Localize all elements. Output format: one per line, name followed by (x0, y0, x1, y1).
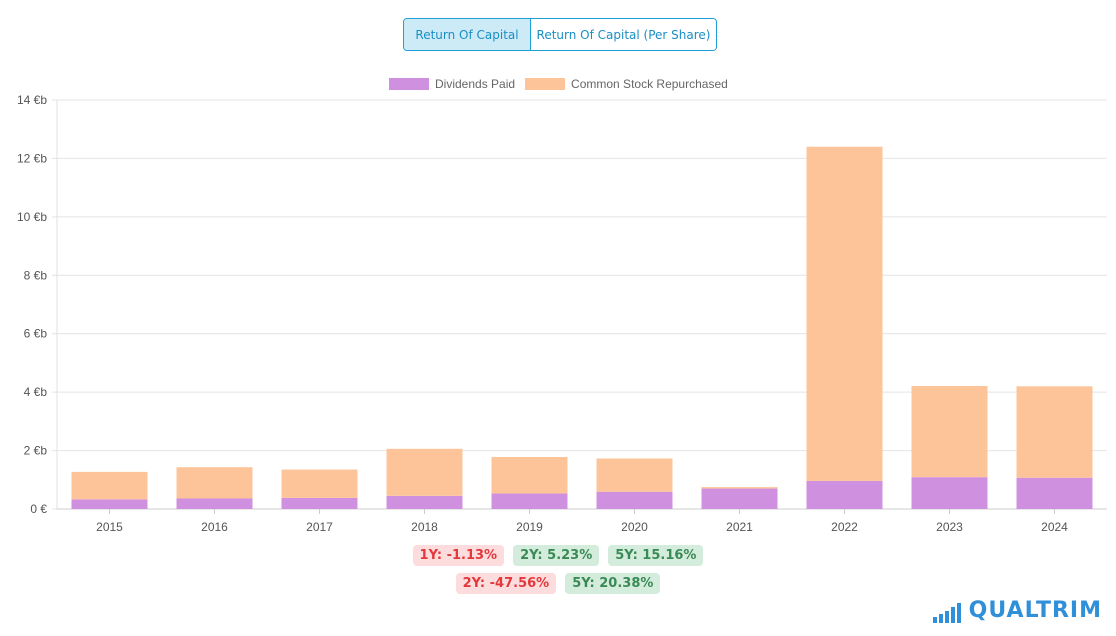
growth-badge-dividends-5y: 5Y: 15.16% (608, 545, 704, 566)
bar-dividends-2022 (806, 480, 883, 509)
y-tick-label: 4 €b (24, 385, 48, 399)
stacked-bar-chart: 0 € 2 €b 4 €b 6 €b 8 €b 10 €b 12 €b 14 €b 2015 20… (17, 77, 1107, 534)
growth-badge-dividends-2y: 2Y: 5.23% (513, 545, 600, 566)
tab-return-of-capital-per-share[interactable]: Return Of Capital (Per Share) (530, 19, 716, 50)
bar-chart-logo-icon (932, 603, 961, 623)
x-tick-label: 2020 (621, 520, 648, 534)
y-tick-label: 10 €b (17, 210, 47, 224)
chart-tabs: Return Of Capital Return Of Capital (Per… (403, 18, 717, 51)
bar-dividends-2015 (71, 499, 148, 509)
bar-repurchased-2020 (596, 458, 673, 492)
x-tick-label: 2018 (411, 520, 438, 534)
bar-repurchased-2023 (911, 386, 988, 478)
y-tick-label: 14 €b (17, 93, 47, 107)
tab-return-of-capital[interactable]: Return Of Capital (404, 19, 530, 50)
x-tick-label: 2016 (201, 520, 228, 534)
bar-dividends-2017 (281, 497, 358, 509)
legend-label-repurchased: Common Stock Repurchased (571, 77, 728, 91)
x-tick-label: 2023 (936, 520, 963, 534)
qualtrim-logo: QUALTRIM (932, 598, 1102, 623)
legend-label-dividends: Dividends Paid (435, 77, 515, 91)
bar-dividends-2024 (1016, 477, 1093, 509)
bar-repurchased-2018 (386, 448, 463, 496)
bar-repurchased-2015 (71, 471, 148, 500)
x-tick-label: 2022 (831, 520, 858, 534)
bar-repurchased-2017 (281, 469, 358, 498)
bar-repurchased-2022 (806, 146, 883, 481)
brand-name: QUALTRIM (968, 598, 1102, 623)
legend-swatch-dividends (389, 78, 429, 90)
bar-dividends-2019 (491, 493, 568, 509)
growth-row-dividends: 1Y: -1.13% 2Y: 5.23% 5Y: 15.16% (0, 545, 1116, 566)
bar-dividends-2021 (701, 488, 778, 509)
y-tick-label: 8 €b (24, 268, 48, 282)
bar-dividends-2023 (911, 477, 988, 509)
bar-repurchased-2016 (176, 467, 253, 499)
y-tick-label: 2 €b (24, 444, 48, 458)
x-tick-label: 2024 (1041, 520, 1068, 534)
y-tick-label: 12 €b (17, 151, 47, 165)
x-tick-label: 2019 (516, 520, 543, 534)
bar-dividends-2016 (176, 498, 253, 509)
y-tick-label: 6 €b (24, 327, 48, 341)
bar-repurchased-2019 (491, 456, 568, 494)
growth-badge-dividends-1y: 1Y: -1.13% (412, 545, 505, 566)
x-tick-label: 2017 (306, 520, 333, 534)
x-tick-label: 2015 (96, 520, 123, 534)
y-tick-label: 0 € (30, 502, 47, 516)
growth-row-repurchases: 2Y: -47.56% 5Y: 20.38% (0, 573, 1116, 594)
legend-swatch-repurchased (525, 78, 566, 90)
growth-badge-repurchases-5y: 5Y: 20.38% (565, 573, 661, 594)
x-tick-label: 2021 (726, 520, 753, 534)
growth-badge-repurchases-2y: 2Y: -47.56% (455, 573, 557, 594)
bar-dividends-2020 (596, 491, 673, 509)
bar-dividends-2018 (386, 495, 463, 509)
bar-repurchased-2021 (701, 487, 778, 489)
bar-repurchased-2024 (1016, 386, 1093, 478)
